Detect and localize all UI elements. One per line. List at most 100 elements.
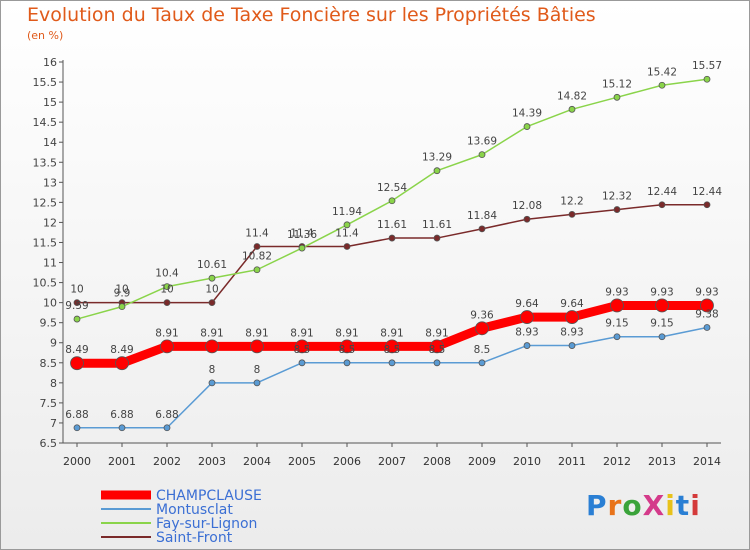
- data-label: 10.61: [197, 259, 227, 271]
- data-point: [433, 234, 441, 242]
- data-point: [433, 359, 441, 367]
- data-label: 8.5: [294, 344, 311, 356]
- chart-title: Evolution du Taux de Taxe Foncière sur l…: [27, 4, 596, 26]
- data-point: [388, 359, 396, 367]
- y-tick-label: 14: [43, 136, 57, 149]
- x-tick-label: 2006: [333, 455, 361, 468]
- logo-letter: i: [690, 489, 701, 522]
- logo-letter: r: [607, 489, 623, 522]
- logo-letter: i: [665, 489, 676, 522]
- data-point: [250, 339, 264, 354]
- legend-label: Fay-sur-Lignon: [156, 516, 257, 532]
- y-tick-label: 11.5: [33, 236, 58, 249]
- data-point: [298, 359, 306, 367]
- data-point: [388, 234, 396, 242]
- legend: CHAMPCLAUSEMontusclatFay-sur-LignonSaint…: [101, 488, 262, 546]
- data-point: [343, 359, 351, 367]
- data-label: 8: [254, 364, 261, 376]
- data-point: [388, 197, 396, 205]
- data-point: [253, 243, 261, 250]
- data-label: 9.64: [515, 298, 539, 310]
- x-tick-label: 2005: [288, 455, 316, 468]
- data-label: 10: [160, 284, 173, 296]
- data-label: 10: [115, 284, 128, 296]
- logo-letter: o: [622, 489, 643, 522]
- data-label: 6.88: [155, 409, 178, 421]
- data-point: [115, 356, 129, 371]
- data-label: 14.39: [512, 108, 542, 120]
- data-label: 9.36: [470, 309, 494, 321]
- logo-letter: P: [586, 489, 608, 522]
- y-tick-label: 8.5: [40, 357, 58, 370]
- x-tick-label: 2011: [558, 455, 586, 468]
- data-point: [658, 201, 666, 209]
- data-label: 13.69: [467, 136, 497, 148]
- y-tick-label: 13.5: [33, 156, 58, 169]
- data-point: [253, 379, 261, 387]
- data-label: 11.4: [335, 227, 359, 239]
- y-tick-label: 12: [43, 216, 57, 229]
- data-point: [565, 310, 579, 324]
- data-point: [613, 93, 621, 101]
- data-label: 9.9: [114, 288, 131, 300]
- data-label: 8.91: [200, 327, 223, 339]
- data-label: 8.91: [245, 327, 268, 339]
- x-tick-label: 2007: [378, 455, 406, 468]
- data-label: 11.61: [422, 219, 452, 231]
- y-tick-label: 6.5: [40, 437, 58, 450]
- data-point: [163, 424, 171, 432]
- legend-label: CHAMPCLAUSE: [156, 488, 262, 504]
- data-point: [73, 299, 81, 307]
- data-label: 15.42: [647, 66, 677, 78]
- data-point: [208, 274, 216, 282]
- data-point: [613, 206, 621, 213]
- y-tick-label: 12.5: [33, 196, 58, 209]
- data-point: [478, 225, 486, 233]
- x-tick-label: 2010: [513, 455, 541, 468]
- data-label: 6.88: [65, 409, 88, 421]
- logo-letter: X: [642, 489, 666, 522]
- y-tick-label: 9: [50, 337, 57, 350]
- data-label: 12.2: [560, 195, 583, 207]
- y-tick-label: 15: [43, 96, 57, 109]
- data-point: [568, 105, 576, 113]
- data-label: 9.15: [605, 318, 628, 330]
- data-point: [658, 81, 666, 89]
- data-label: 8.93: [560, 327, 583, 339]
- series-montusclat: [73, 324, 711, 432]
- y-tick-label: 14.5: [33, 116, 58, 129]
- data-label: 9.93: [695, 286, 718, 298]
- y-tick-label: 10.5: [33, 277, 58, 290]
- x-tick-label: 2000: [63, 455, 91, 468]
- data-point: [703, 324, 711, 331]
- data-label: 12.08: [512, 200, 542, 212]
- data-label: 13.29: [422, 152, 452, 164]
- x-tick-label: 2012: [603, 455, 631, 468]
- data-label: 9.93: [650, 286, 673, 298]
- data-point: [205, 339, 219, 354]
- data-point: [568, 210, 576, 218]
- x-tick-label: 2013: [648, 455, 676, 468]
- data-point: [208, 379, 216, 387]
- x-tick-label: 2008: [423, 455, 451, 468]
- y-tick-label: 7: [50, 417, 57, 430]
- data-point: [430, 339, 444, 354]
- y-tick-label: 9.5: [40, 317, 58, 330]
- data-label: 8.49: [65, 344, 88, 356]
- data-label: 10.82: [242, 251, 272, 263]
- data-label: 8.91: [380, 327, 403, 339]
- x-tick-label: 2004: [243, 455, 271, 468]
- data-label: 11.36: [287, 229, 317, 241]
- y-tick-label: 15.5: [33, 76, 58, 89]
- legend-label: Saint-Front: [156, 530, 233, 546]
- data-point: [658, 333, 666, 341]
- data-point: [703, 75, 711, 83]
- logo-letter: t: [675, 489, 691, 522]
- data-point: [568, 342, 576, 349]
- legend-label: Montusclat: [156, 502, 233, 518]
- data-point: [478, 151, 486, 159]
- data-point: [343, 243, 351, 250]
- data-label: 11.4: [290, 227, 314, 239]
- data-point: [70, 356, 84, 371]
- data-label: 12.32: [602, 191, 632, 203]
